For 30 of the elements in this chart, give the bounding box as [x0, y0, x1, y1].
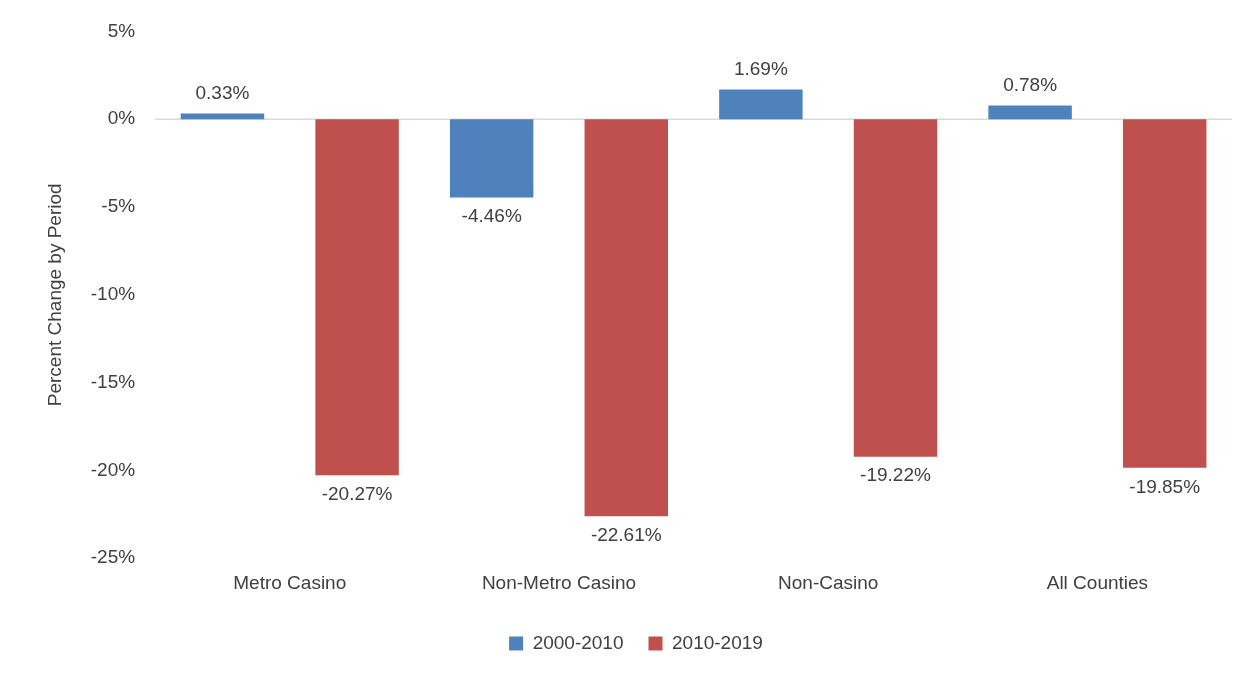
x-tick-label: Non-Casino — [778, 571, 879, 593]
y-tick-label: -15% — [90, 370, 136, 392]
y-tick-label: -25% — [90, 546, 136, 568]
bar — [449, 119, 534, 198]
data-label: -20.27% — [321, 482, 393, 504]
bar — [719, 89, 803, 120]
data-label: -19.85% — [1129, 475, 1201, 497]
data-label: 1.69% — [733, 58, 788, 80]
x-tick-label: Metro Casino — [233, 571, 347, 593]
bar — [1122, 119, 1207, 468]
legend-label: 2000-2010 — [532, 631, 624, 653]
data-label: -19.22% — [860, 464, 931, 486]
legend-label: 2010-2019 — [672, 631, 763, 653]
y-tick-label: -10% — [90, 283, 136, 305]
bar — [180, 113, 265, 120]
data-label: -4.46% — [461, 205, 522, 227]
y-tick-label: 5% — [107, 19, 136, 41]
data-label: 0.33% — [195, 82, 250, 104]
y-axis-title: Percent Change by Period — [43, 183, 65, 407]
bar — [988, 105, 1072, 120]
bar — [853, 119, 938, 457]
y-tick-label: -20% — [90, 458, 136, 480]
data-label: -22.61% — [590, 523, 662, 545]
x-tick-label: Non-Metro Casino — [481, 571, 637, 593]
y-tick-label: -5% — [101, 195, 136, 217]
data-label: 0.78% — [1003, 74, 1058, 96]
x-tick-label: All Counties — [1046, 571, 1149, 593]
bar — [315, 119, 399, 476]
bar — [584, 119, 668, 517]
y-tick-label: 0% — [107, 107, 136, 129]
